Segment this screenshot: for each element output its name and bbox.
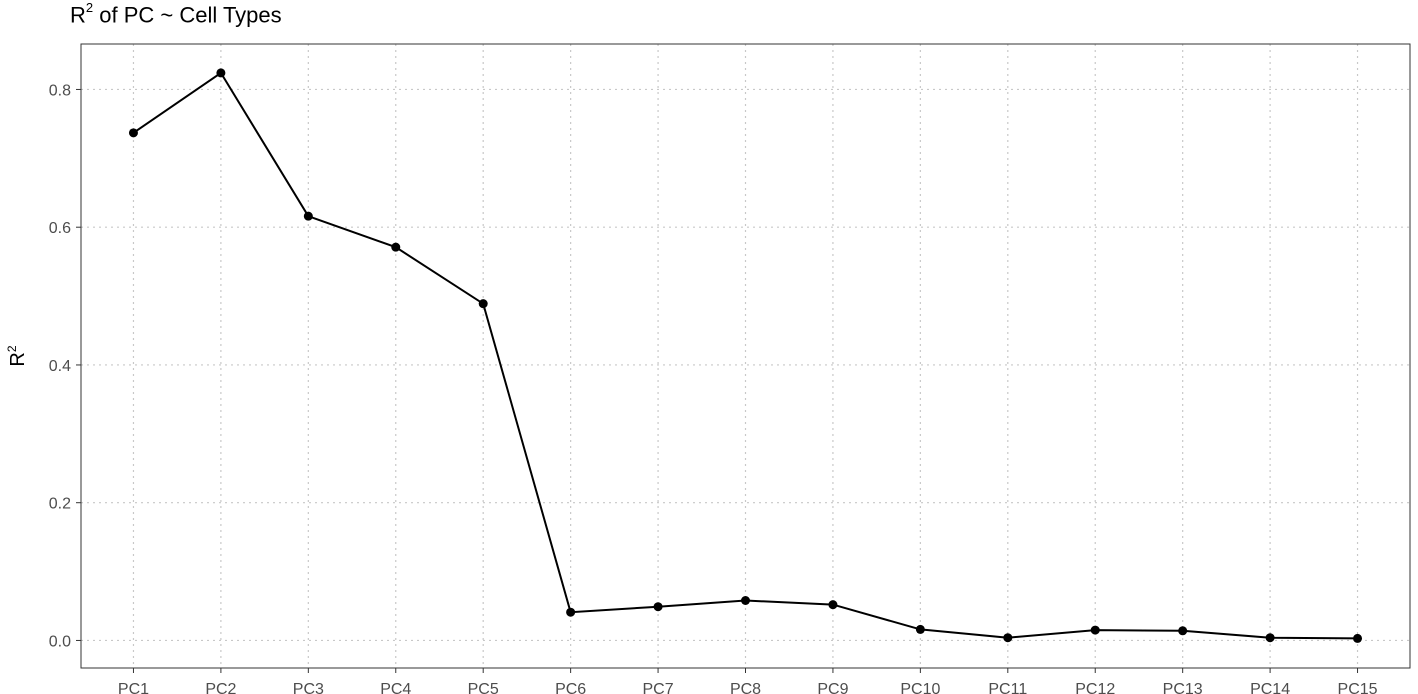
chart-title-superscript: 2 — [85, 0, 94, 15]
x-tick-label: PC8 — [730, 681, 761, 694]
x-tick-label: PC14 — [1250, 681, 1290, 694]
data-point — [303, 211, 313, 221]
chart-title-rest: of PC ~ Cell Types — [93, 2, 282, 28]
x-tick-label: PC7 — [643, 681, 674, 694]
chart-title: R2 of PC ~ Cell Types — [70, 0, 282, 28]
y-tick-label: 0.0 — [49, 633, 71, 650]
x-tick-label: PC12 — [1075, 681, 1115, 694]
x-tick-label: PC15 — [1338, 681, 1378, 694]
y-tick-label: 0.4 — [49, 358, 71, 375]
x-tick-label: PC11 — [988, 681, 1027, 694]
chart-title-base: R — [70, 2, 86, 28]
x-axis-tick-labels: PC1 PC2 PC3 PC4 PC5 PC6 PC7 PC8 PC9 PC10 PC11 PC12 P… — [118, 681, 1378, 694]
y-tick-label: 0.8 — [49, 82, 71, 99]
data-point — [1353, 633, 1363, 643]
y-axis-title: R2 — [5, 345, 29, 366]
x-tick-label: PC3 — [293, 681, 324, 694]
grid-lines — [81, 44, 1410, 668]
x-tick-label: PC5 — [468, 681, 499, 694]
data-point — [216, 68, 226, 78]
y-axis-tick-labels: 0.0 0.2 0.4 0.6 0.8 — [49, 82, 71, 650]
series-layer — [128, 68, 1363, 643]
data-point — [915, 624, 925, 634]
data-point — [128, 128, 138, 138]
y-tick-label: 0.6 — [49, 220, 71, 237]
series-line — [132, 71, 1358, 640]
data-point — [1178, 626, 1188, 636]
data-point — [391, 242, 401, 252]
data-point — [828, 600, 838, 610]
data-point — [1265, 633, 1275, 643]
x-tick-label: PC13 — [1163, 681, 1203, 694]
x-tick-label: PC6 — [555, 681, 586, 694]
data-point — [1090, 625, 1100, 635]
data-point — [741, 596, 750, 606]
y-axis-title-superscript: 2 — [5, 345, 19, 352]
y-tick-label: 0.2 — [49, 496, 71, 513]
x-tick-label: PC9 — [817, 681, 848, 694]
data-point — [566, 607, 576, 617]
data-point — [478, 299, 488, 309]
x-tick-label: PC10 — [900, 681, 940, 694]
data-point — [653, 602, 663, 612]
axis-ticks — [76, 88, 1359, 673]
x-tick-label: PC1 — [118, 681, 149, 694]
y-axis-title-base: R — [7, 352, 29, 366]
x-tick-label: PC4 — [380, 681, 411, 694]
x-tick-label: PC2 — [205, 681, 236, 694]
data-point — [1003, 633, 1013, 643]
